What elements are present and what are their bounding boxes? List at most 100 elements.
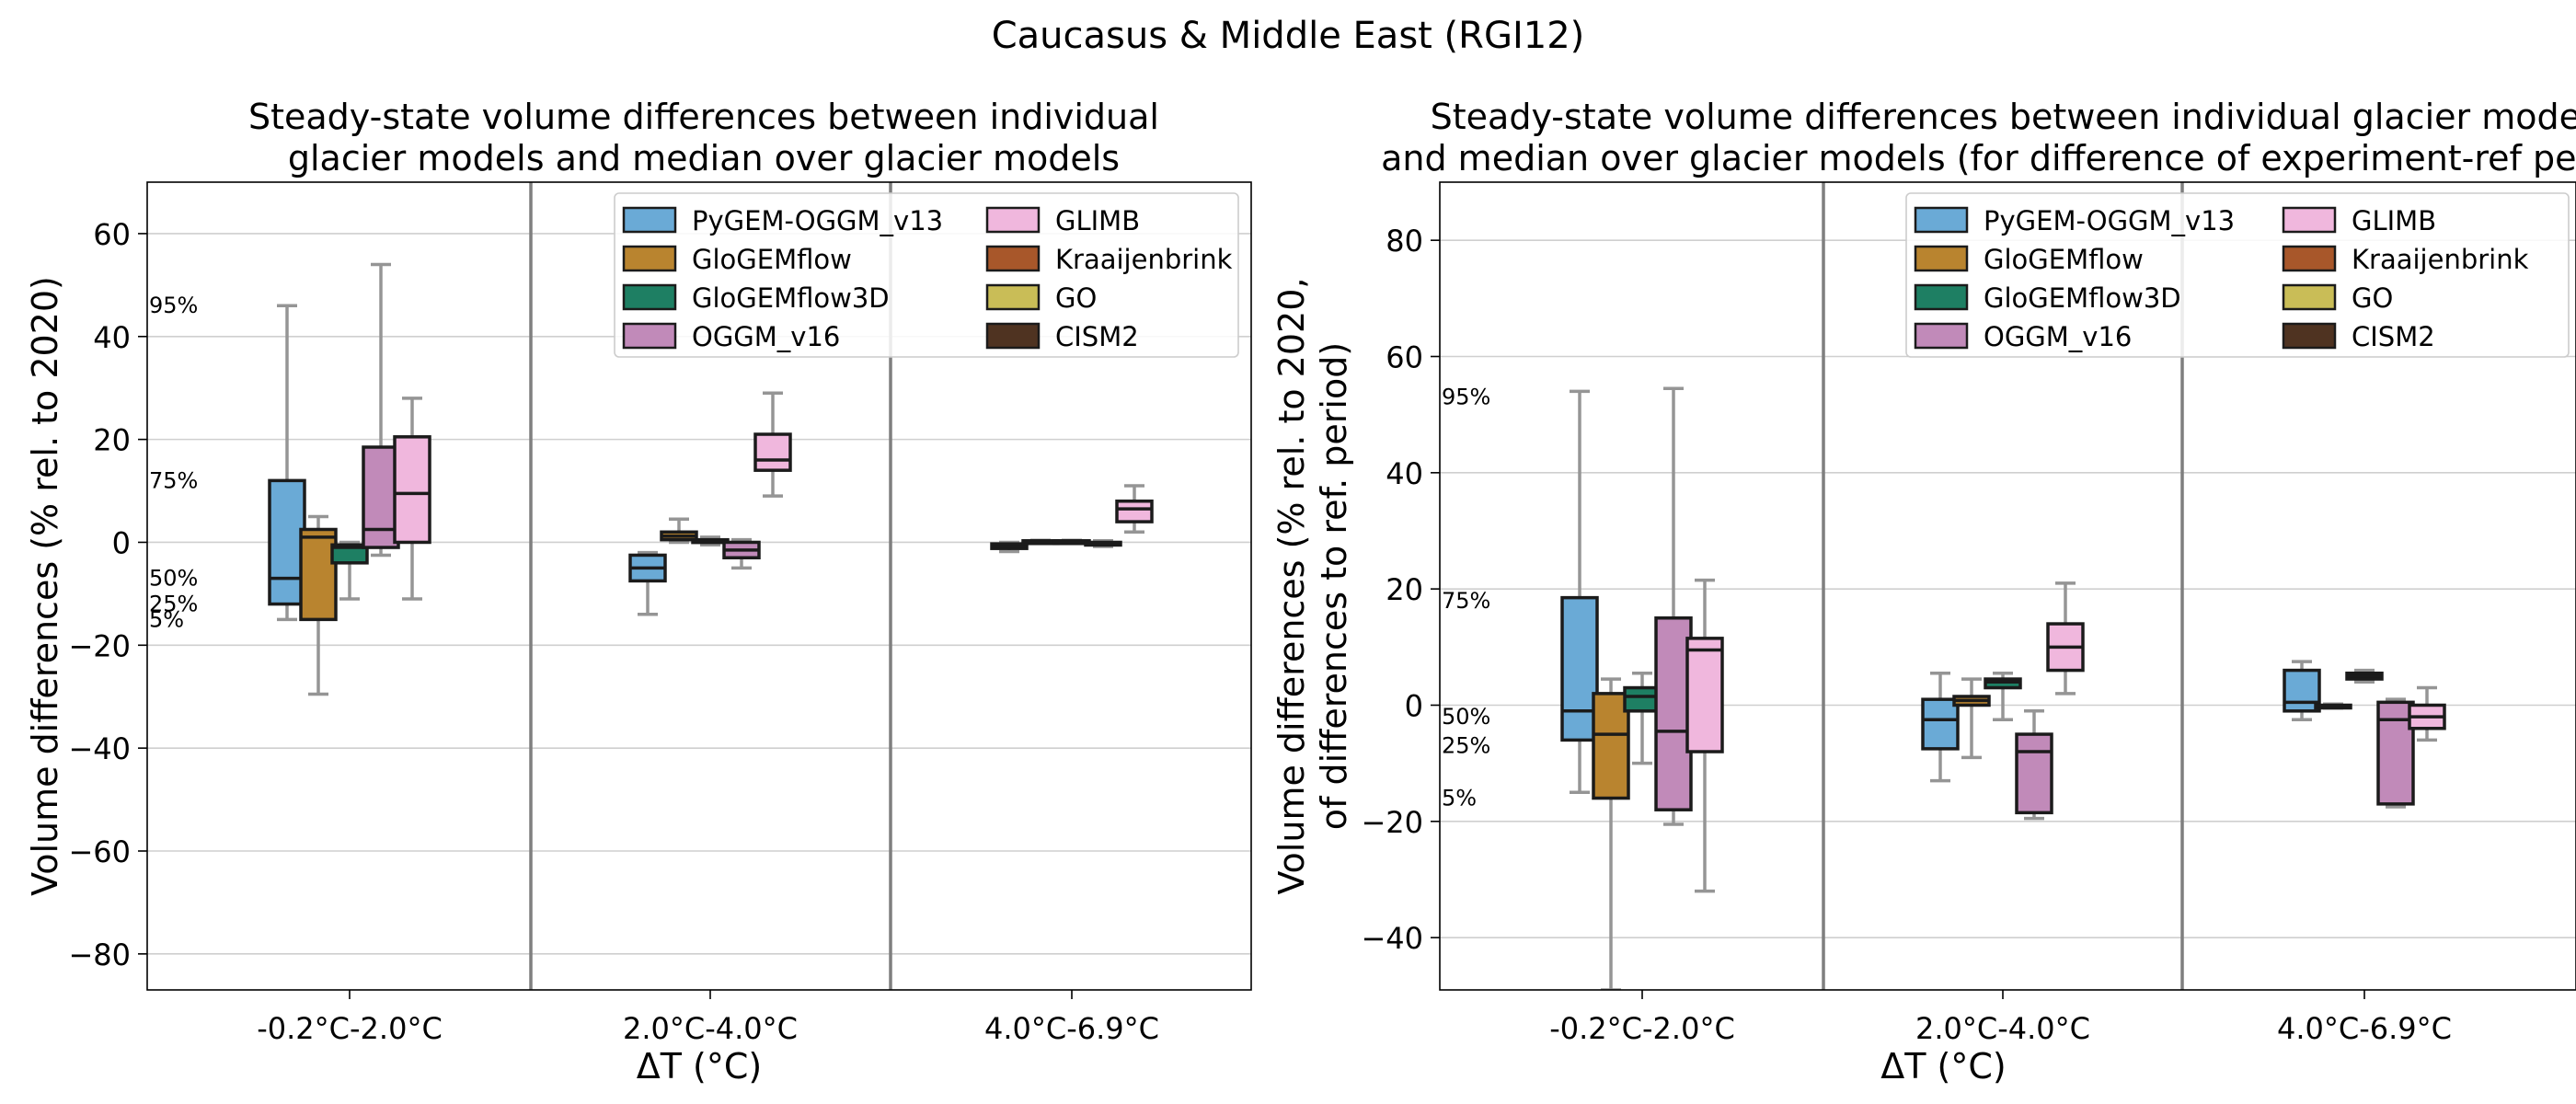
box-GloGEMflow3D-group-2: [1984, 671, 2022, 722]
y-tick-label: −40: [1361, 921, 1423, 956]
box-GloGEMflow-group-1: [299, 514, 338, 696]
box-GloGEMflow3D-group-1: [330, 540, 369, 601]
percentile-label: 50%: [1442, 704, 1490, 730]
legend-swatch: [622, 206, 677, 234]
legend-item: CISM2: [2282, 321, 2435, 352]
box-GLIMB-group-2: [753, 391, 792, 498]
chart-panel-1: 60 40 20 0 −20 −40 −60 −80 95% 75% 50%25%5% -0.2°C-…: [25, 97, 1252, 1087]
legend: PyGEM-OGGM_v13 GloGEMflow GloGEMflow3D OGGM…: [614, 192, 1239, 358]
legend-swatch: [2282, 283, 2337, 311]
legend-item: GloGEMflow: [622, 244, 852, 275]
x-axis-label: ΔT (°C): [1880, 1046, 2006, 1087]
axes-frame: [146, 181, 1252, 991]
box-GLIMB-group-2: [2046, 581, 2085, 696]
legend-label: PyGEM-OGGM_v13: [1984, 205, 2235, 236]
legend-swatch: [2282, 322, 2337, 350]
legend-label: GloGEMflow3D: [1984, 282, 2181, 314]
legend-swatch: [622, 245, 677, 272]
box-PyGEM-OGGM_v13-group-2: [1921, 671, 1960, 783]
legend-label: GloGEMflow: [692, 244, 852, 275]
legend-swatch: [1914, 206, 1969, 234]
axes-frame: [1439, 181, 2576, 991]
box-layer: [268, 262, 1154, 696]
legend-label: GO: [2352, 282, 2393, 314]
legend-item: OGGM_v16: [622, 321, 840, 352]
y-tick-label: −20: [68, 628, 131, 663]
box-GloGEMflow-group-1: [1592, 677, 1630, 990]
legend-swatch: [1914, 245, 1969, 272]
percentile-label: 25%: [1442, 733, 1490, 759]
legend-swatch: [1914, 283, 1969, 311]
box-iqr: [1560, 595, 1599, 742]
x-tick-label: -0.2°C-2.0°C: [257, 1011, 443, 1046]
box-PyGEM-OGGM_v13-group-1: [1560, 389, 1599, 794]
y-tick-label: −40: [68, 731, 131, 766]
y-tick-label: 80: [1386, 224, 1423, 259]
chart-title: and median over glacier models (for diff…: [1381, 138, 2576, 178]
legend-swatch: [985, 206, 1041, 234]
legend-label: GLIMB: [2352, 205, 2436, 236]
box-PyGEM-OGGM_v13-group-1: [268, 304, 306, 622]
box-iqr: [299, 527, 338, 622]
y-axis-label: of differences to ref. period): [1314, 342, 1354, 830]
legend-label: CISM2: [2352, 321, 2435, 352]
box-OGGM_v16-group-1: [1654, 386, 1693, 826]
chart-panel-2: 80 60 40 20 0 −20 −40 95% 75% 50% 25% 5% -0.2°C-2.0°…: [1271, 97, 2576, 1087]
x-tick-label: 2.0°C-4.0°C: [623, 1011, 798, 1046]
box-iqr: [330, 543, 369, 565]
x-tick-label: -0.2°C-2.0°C: [1549, 1011, 1735, 1046]
x-axis-label: ΔT (°C): [637, 1046, 762, 1087]
box-OGGM_v16-group-2: [2015, 709, 2053, 821]
legend-item: GloGEMflow: [1914, 244, 2144, 275]
box-GloGEMflow-group-2: [1952, 677, 1991, 760]
legend-swatch: [622, 322, 677, 350]
legend-item: GloGEMflow3D: [622, 282, 890, 314]
y-tick-label: 20: [1386, 572, 1423, 607]
chart-title: Steady-state volume differences between …: [248, 97, 1159, 137]
legend-item: GLIMB: [2282, 205, 2436, 236]
legend-swatch: [985, 245, 1041, 272]
box-PyGEM-OGGM_v13-group-3: [2283, 660, 2321, 722]
box-GloGEMflow-group-3: [1021, 538, 1060, 546]
box-OGGM_v16-group-3: [2376, 697, 2415, 809]
legend-item: CISM2: [985, 321, 1139, 352]
box-PyGEM-OGGM_v13-group-3: [990, 540, 1029, 554]
legend-item: OGGM_v16: [1914, 321, 2132, 352]
percentile-label: 95%: [149, 293, 198, 318]
percentile-label: 5%: [149, 606, 184, 632]
percentile-label: 75%: [1442, 588, 1490, 614]
box-iqr: [2015, 732, 2053, 815]
legend-label: Kraaijenbrink: [2352, 244, 2529, 275]
x-tick-label: 4.0°C-6.9°C: [2277, 1011, 2452, 1046]
percentile-label: 75%: [149, 467, 198, 493]
legend-swatch: [2282, 206, 2337, 234]
x-tick-label: 2.0°C-4.0°C: [1915, 1011, 2090, 1046]
legend-label: OGGM_v16: [692, 321, 840, 352]
box-GLIMB-group-3: [2408, 685, 2446, 742]
box-OGGM_v16-group-3: [1084, 539, 1122, 548]
percentile-label: 50%: [149, 566, 198, 592]
y-tick-label: 40: [93, 320, 131, 355]
percentile-label: 25%: [149, 592, 198, 617]
legend-item: PyGEM-OGGM_v13: [622, 205, 943, 236]
chart-title: Steady-state volume differences between …: [1431, 97, 2576, 137]
box-OGGM_v16-group-2: [722, 537, 761, 570]
box-iqr: [1115, 499, 1154, 523]
box-iqr: [2283, 668, 2321, 713]
legend-frame: [614, 192, 1239, 358]
legend: PyGEM-OGGM_v13 GloGEMflow GloGEMflow3D OGGM…: [1905, 192, 2570, 358]
legend-label: PyGEM-OGGM_v13: [692, 205, 943, 236]
y-tick-label: 0: [112, 525, 131, 560]
box-iqr: [1685, 637, 1724, 753]
legend-item: GO: [985, 282, 1097, 314]
box-iqr: [1921, 697, 1960, 751]
legend-label: GO: [1055, 282, 1097, 314]
box-GloGEMflow3D-group-3: [2345, 668, 2384, 684]
legend-swatch: [985, 283, 1041, 311]
y-tick-label: 60: [1386, 339, 1423, 374]
y-tick-label: −80: [68, 937, 131, 972]
legend-label: CISM2: [1055, 321, 1139, 352]
percentile-label: 5%: [1442, 786, 1477, 811]
box-iqr: [393, 435, 431, 545]
legend-swatch: [622, 283, 677, 311]
